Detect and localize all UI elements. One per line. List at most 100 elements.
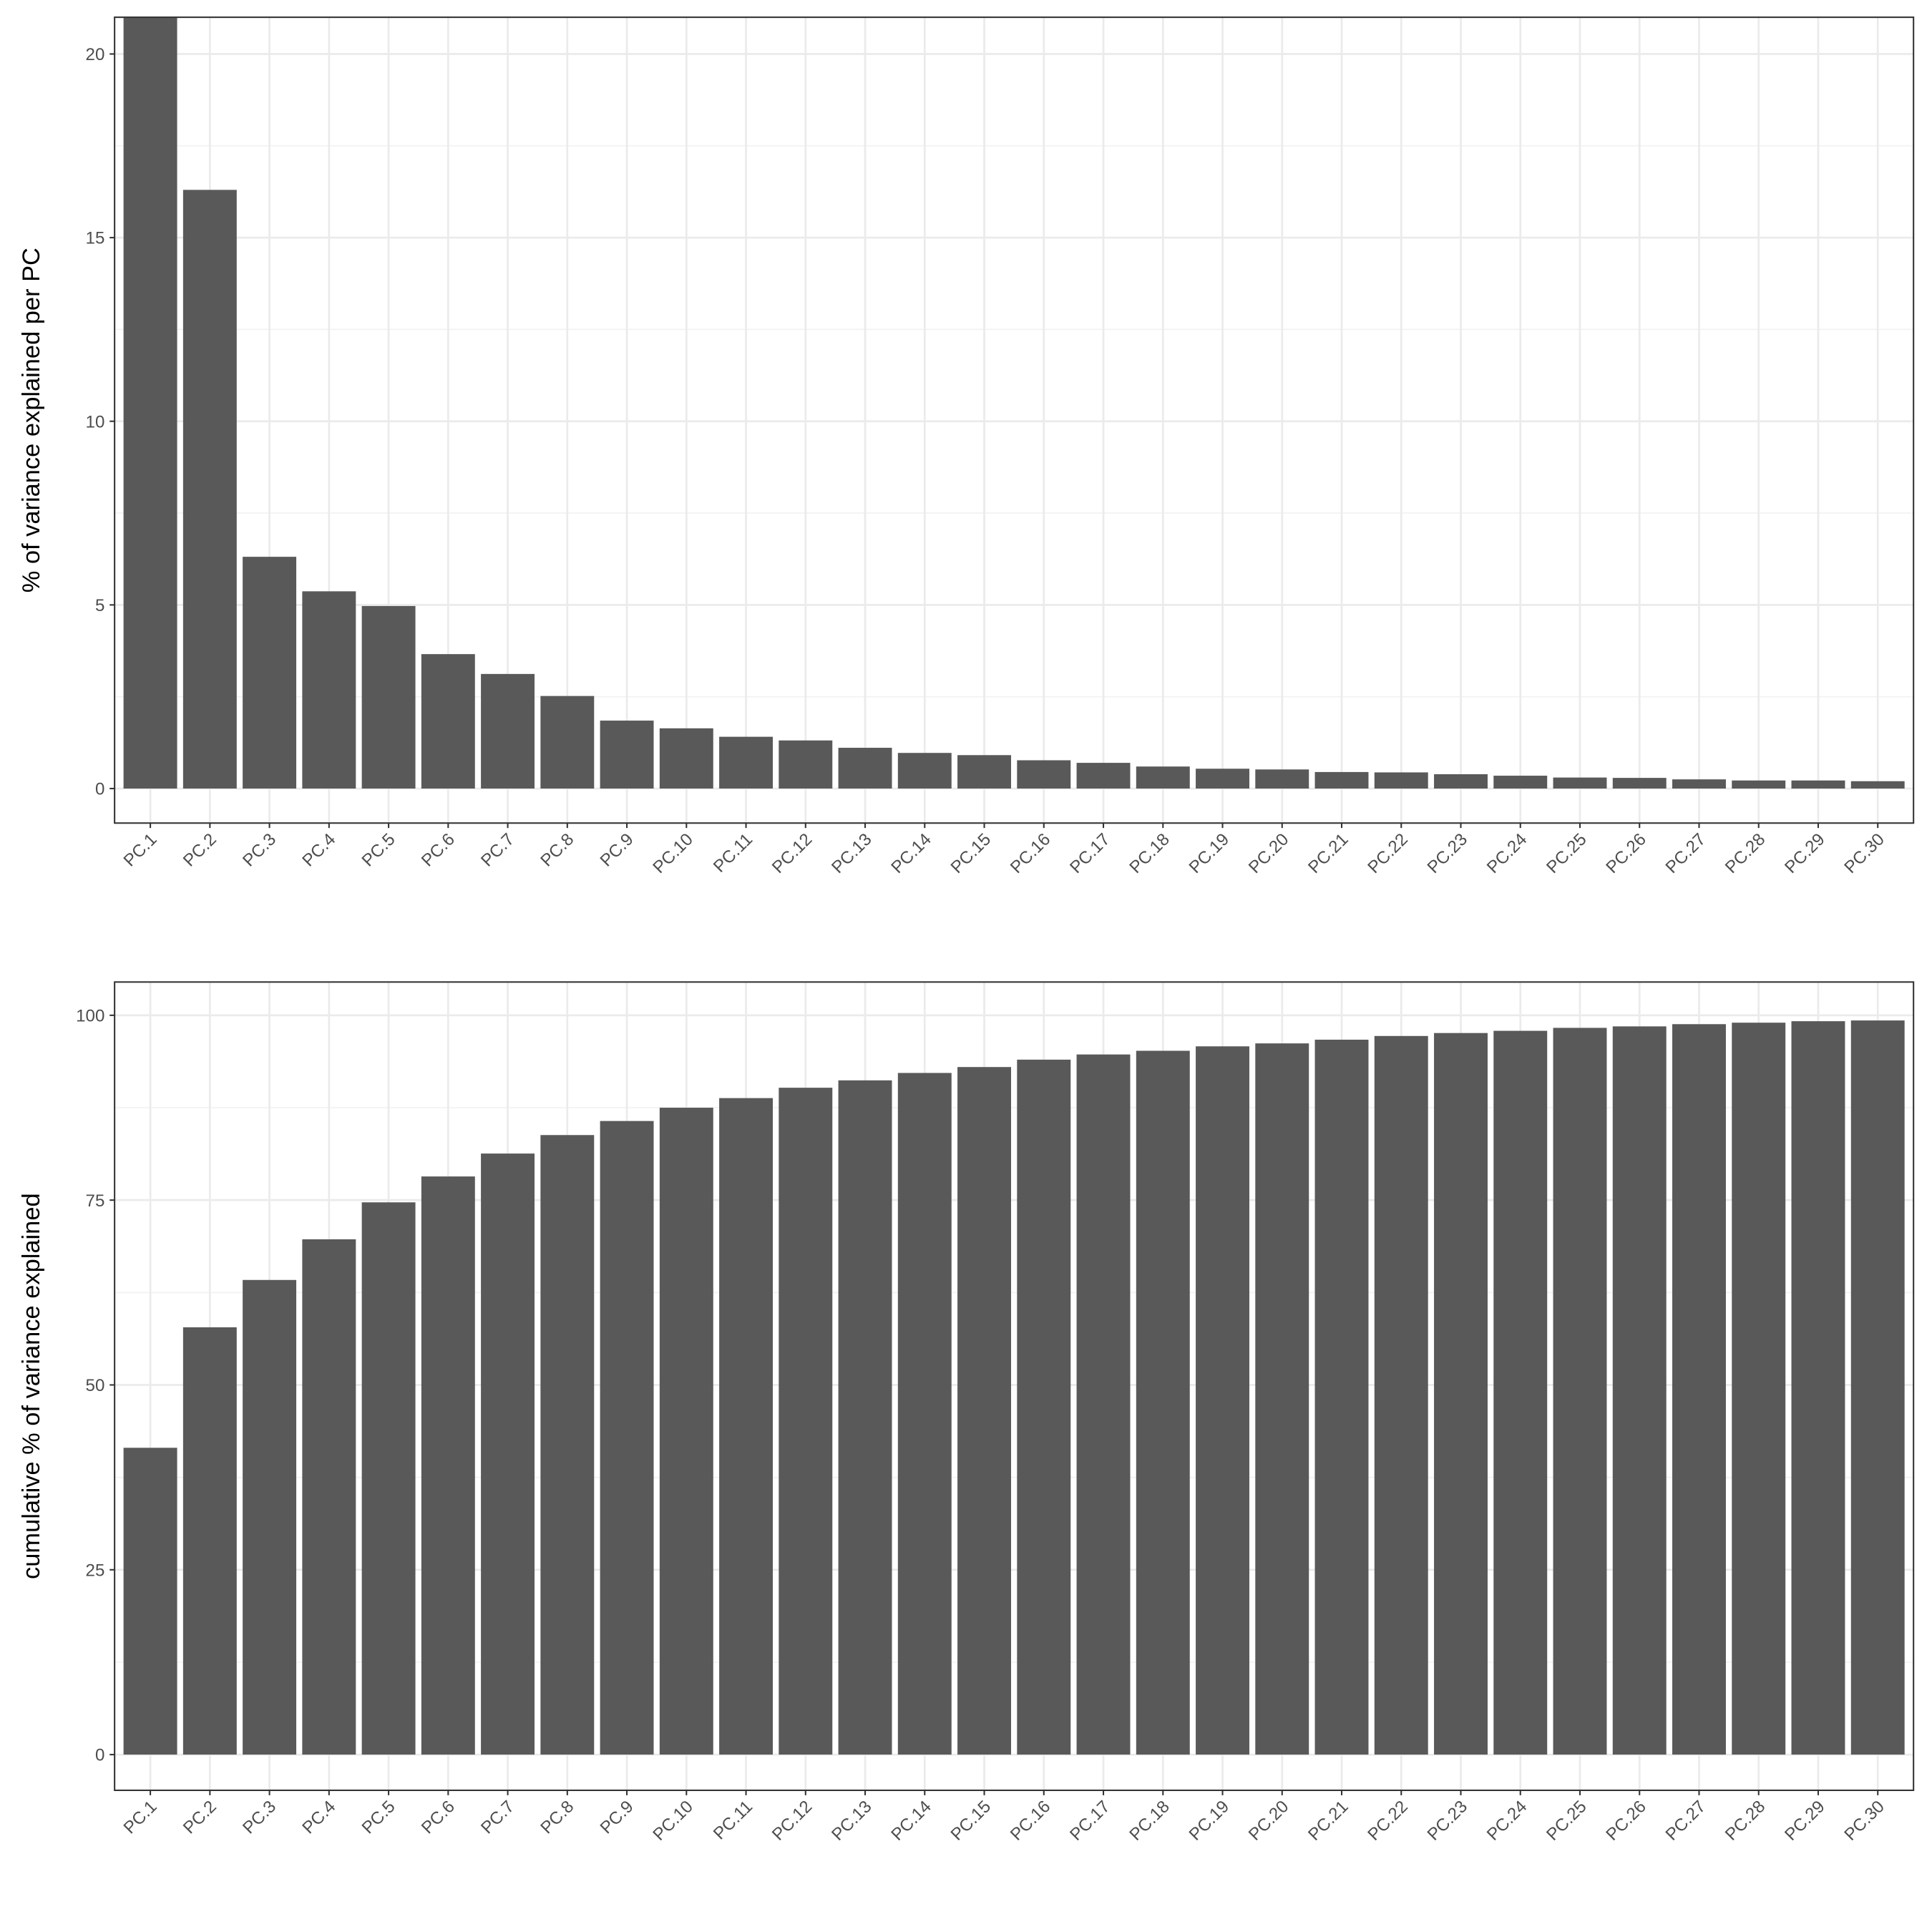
bar — [957, 755, 1011, 789]
bar — [779, 740, 833, 789]
y-tick-label: 100 — [76, 1006, 104, 1025]
x-tick-label: PC.16 — [1007, 830, 1054, 877]
x-tick-label: PC.30 — [1840, 1797, 1888, 1844]
y-tick-label: 75 — [86, 1191, 105, 1211]
bar — [1434, 1033, 1488, 1755]
y-tick-label: 50 — [86, 1376, 105, 1395]
bar — [421, 654, 475, 789]
bar — [421, 1176, 475, 1755]
x-tick-label: PC.26 — [1602, 1797, 1649, 1844]
x-tick-label: PC.19 — [1186, 830, 1233, 877]
bar — [1612, 778, 1667, 789]
x-tick-label: PC.30 — [1840, 830, 1888, 877]
bar — [361, 605, 416, 789]
bar — [1017, 1059, 1071, 1755]
bar — [1255, 769, 1309, 789]
y-tick-label: 25 — [86, 1561, 105, 1580]
panel: 0 5 10 15 20 PC.1 PC.2 PC.3 PC.4 PC.5 PC.6 PC.7 PC.8… — [18, 16, 1915, 877]
x-tick-label: PC.23 — [1424, 1797, 1471, 1844]
bar — [302, 1239, 356, 1755]
bar — [1850, 1020, 1905, 1755]
bar — [719, 1098, 774, 1755]
bar — [1136, 1050, 1190, 1755]
x-tick-label: PC.14 — [887, 830, 935, 877]
bar — [1314, 771, 1369, 789]
y-tick-label: 0 — [95, 1746, 104, 1765]
x-tick-label: PC.1 — [120, 830, 161, 871]
x-tick-label: PC.22 — [1364, 830, 1411, 877]
bar — [838, 748, 892, 789]
bar — [719, 736, 774, 789]
bar — [243, 1279, 297, 1755]
bar — [1732, 1023, 1786, 1755]
x-tick-label: PC.13 — [828, 1797, 875, 1844]
x-tick-label: PC.17 — [1066, 830, 1113, 877]
bar — [1076, 763, 1131, 789]
y-axis-title: cumulative % of variance explained — [18, 1193, 45, 1579]
bar — [1076, 1054, 1131, 1755]
bar — [481, 1153, 535, 1755]
x-tick-label: PC.13 — [828, 830, 875, 877]
x-tick-label: PC.17 — [1066, 1797, 1113, 1844]
x-tick-label: PC.8 — [537, 1797, 577, 1838]
bar — [1553, 777, 1607, 789]
x-tick-label: PC.24 — [1483, 1797, 1531, 1844]
bar — [897, 1073, 952, 1755]
x-tick-label: PC.27 — [1662, 830, 1709, 877]
bar — [1791, 780, 1845, 789]
x-tick-label: PC.29 — [1781, 1797, 1828, 1844]
x-tick-label: PC.4 — [298, 1797, 339, 1838]
x-tick-label: PC.14 — [887, 1797, 935, 1844]
x-tick-label: PC.10 — [649, 1797, 696, 1844]
bars — [123, 1020, 1905, 1755]
x-tick-label: PC.15 — [947, 830, 995, 877]
bar — [1136, 766, 1190, 789]
bar — [1196, 769, 1249, 789]
x-tick-label: PC.27 — [1662, 1797, 1709, 1844]
bar — [600, 721, 654, 789]
x-tick-label: PC.28 — [1722, 1797, 1769, 1844]
x-tick-label: PC.11 — [710, 830, 756, 877]
x-tick-label: PC.24 — [1483, 830, 1531, 877]
x-tick-label: PC.18 — [1126, 830, 1173, 877]
bar — [1791, 1021, 1845, 1755]
x-tick-label: PC.29 — [1781, 830, 1828, 877]
bar — [897, 753, 952, 789]
x-tick-label: PC.3 — [239, 1797, 280, 1838]
bar — [659, 728, 713, 789]
bar — [957, 1067, 1011, 1755]
y-tick-label: 5 — [95, 596, 104, 615]
x-tick-label: PC.21 — [1304, 1797, 1352, 1844]
bar — [123, 1448, 177, 1755]
x-tick-label: PC.26 — [1602, 830, 1649, 877]
bar — [540, 696, 595, 789]
panel-border — [114, 981, 1915, 1792]
x-tick-label: PC.8 — [537, 830, 577, 871]
bar — [659, 1108, 713, 1755]
y-tick-label: 10 — [86, 412, 105, 431]
x-tick-label: PC.9 — [597, 830, 638, 871]
x-tick-label: PC.12 — [769, 830, 816, 877]
x-tick-label: PC.5 — [358, 1797, 399, 1838]
bars — [123, 17, 1905, 789]
bar — [1850, 781, 1905, 789]
x-tick-label: PC.5 — [358, 830, 399, 871]
bar — [1314, 1039, 1369, 1755]
x-tick-label: PC.7 — [477, 830, 518, 871]
panel: 0 25 50 75 100 PC.1 PC.2 PC.3 PC.4 PC.5 PC.6 PC.7 PC… — [18, 981, 1915, 1845]
x-tick-label: PC.6 — [418, 1797, 459, 1838]
x-tick-label: PC.7 — [477, 1797, 518, 1838]
x-tick-label: PC.22 — [1364, 1797, 1411, 1844]
bar — [1493, 1030, 1548, 1755]
bar — [540, 1135, 595, 1755]
bar — [361, 1202, 416, 1755]
x-tick-label: PC.2 — [180, 830, 220, 871]
bar — [243, 557, 297, 789]
bar — [838, 1080, 892, 1755]
bar — [1493, 776, 1548, 789]
x-tick-label: PC.20 — [1245, 830, 1292, 877]
bar — [1255, 1043, 1309, 1755]
x-tick-label: PC.23 — [1424, 830, 1471, 877]
